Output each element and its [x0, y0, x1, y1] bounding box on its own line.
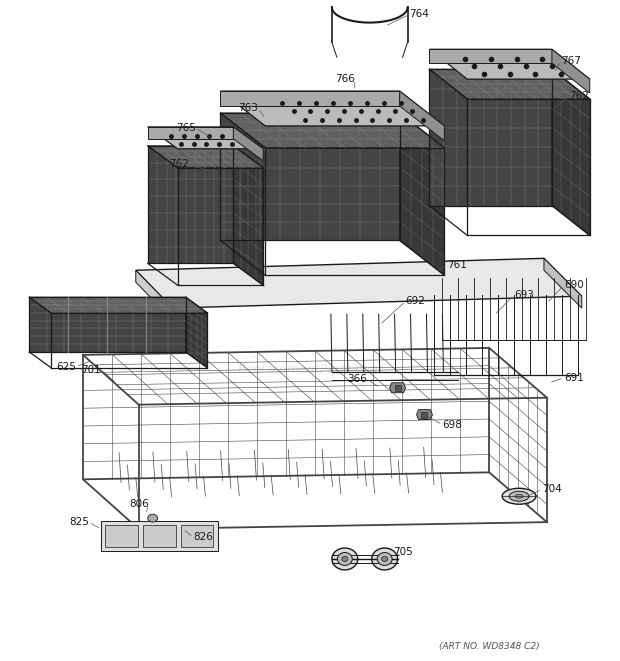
Polygon shape: [430, 50, 552, 63]
Bar: [180, 525, 213, 547]
Polygon shape: [400, 91, 445, 141]
Text: 693: 693: [514, 290, 534, 300]
Polygon shape: [430, 69, 590, 99]
Polygon shape: [400, 113, 445, 275]
Text: 825: 825: [69, 517, 89, 527]
Ellipse shape: [515, 494, 523, 498]
Ellipse shape: [382, 557, 388, 561]
Text: 704: 704: [542, 485, 562, 494]
Text: 690: 690: [564, 280, 583, 290]
Polygon shape: [430, 69, 552, 206]
Text: 692: 692: [405, 296, 425, 306]
Text: (ART NO. WD8348 C2): (ART NO. WD8348 C2): [439, 642, 539, 651]
Polygon shape: [233, 146, 264, 285]
Polygon shape: [136, 258, 582, 308]
Ellipse shape: [377, 553, 392, 565]
Ellipse shape: [372, 548, 397, 570]
Text: 764: 764: [410, 9, 430, 19]
Text: 366: 366: [347, 373, 367, 384]
Polygon shape: [552, 50, 590, 93]
Polygon shape: [148, 146, 264, 168]
Polygon shape: [220, 91, 400, 106]
Text: 698: 698: [443, 420, 463, 430]
Bar: [143, 525, 175, 547]
Polygon shape: [394, 385, 401, 391]
Text: ReplacementParts.com: ReplacementParts.com: [237, 364, 383, 376]
Polygon shape: [148, 127, 233, 139]
Text: 762: 762: [169, 159, 188, 169]
Ellipse shape: [148, 514, 157, 522]
Text: 826: 826: [193, 532, 213, 542]
Polygon shape: [136, 270, 172, 320]
Polygon shape: [233, 127, 264, 161]
Polygon shape: [552, 69, 590, 235]
Text: 767: 767: [561, 56, 581, 66]
Text: 763: 763: [238, 103, 259, 113]
Ellipse shape: [502, 488, 536, 504]
Polygon shape: [220, 113, 445, 148]
Polygon shape: [422, 412, 427, 418]
Ellipse shape: [509, 491, 529, 501]
Text: 705: 705: [392, 547, 412, 557]
Text: 766: 766: [335, 74, 355, 84]
Polygon shape: [148, 127, 264, 149]
Text: 806: 806: [129, 499, 149, 509]
Polygon shape: [220, 91, 445, 126]
Bar: [101, 521, 218, 551]
Polygon shape: [544, 258, 582, 308]
Ellipse shape: [342, 557, 348, 561]
Polygon shape: [29, 297, 185, 352]
Text: 765: 765: [175, 123, 195, 133]
Polygon shape: [417, 410, 432, 420]
Bar: [105, 525, 138, 547]
Polygon shape: [430, 50, 590, 79]
Text: 691: 691: [564, 373, 584, 383]
Text: 761: 761: [448, 260, 467, 270]
Ellipse shape: [332, 548, 358, 570]
Polygon shape: [220, 113, 400, 241]
Text: 762: 762: [569, 91, 589, 101]
Polygon shape: [389, 383, 405, 393]
Polygon shape: [185, 297, 208, 368]
Text: 625: 625: [56, 362, 76, 372]
Ellipse shape: [337, 553, 352, 565]
Polygon shape: [29, 297, 208, 313]
Polygon shape: [148, 146, 233, 263]
Text: 701: 701: [81, 365, 101, 375]
